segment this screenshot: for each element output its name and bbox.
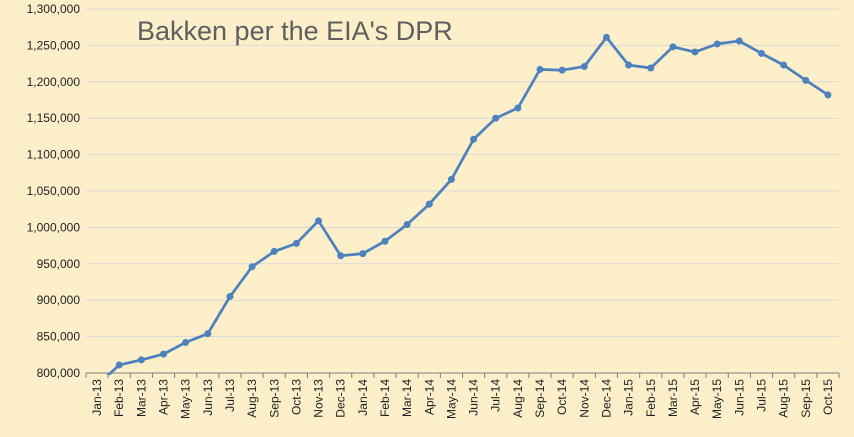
data-point bbox=[248, 263, 256, 271]
x-tick-label: Sep-13 bbox=[267, 379, 281, 418]
y-axis-labels: 800,000 850,000 900,000 950,000 1,000,000 1,0… bbox=[27, 2, 81, 380]
x-tick-label: Aug-15 bbox=[777, 379, 791, 418]
x-tick-label: Mar-14 bbox=[400, 379, 414, 417]
data-point bbox=[182, 338, 190, 346]
data-point bbox=[802, 76, 810, 84]
x-tick-label: Jan-15 bbox=[622, 379, 636, 416]
x-tick-label: Oct-15 bbox=[821, 379, 835, 415]
data-point bbox=[536, 65, 544, 73]
data-point bbox=[292, 239, 300, 247]
data-point bbox=[160, 350, 168, 358]
x-tick-label: Jun-14 bbox=[467, 379, 481, 416]
data-point bbox=[470, 135, 478, 143]
x-tick-label: Jan-14 bbox=[356, 379, 370, 416]
data-point bbox=[270, 247, 278, 255]
data-point bbox=[204, 330, 212, 338]
data-point bbox=[514, 104, 522, 112]
axis-lines bbox=[85, 372, 840, 378]
data-point bbox=[580, 63, 588, 71]
x-tick-label: Apr-15 bbox=[688, 379, 702, 415]
data-point bbox=[625, 61, 633, 69]
x-tick-label: Jun-15 bbox=[732, 379, 746, 416]
x-tick-label: Nov-13 bbox=[312, 379, 326, 418]
x-tick-label: Apr-14 bbox=[422, 379, 436, 415]
data-point bbox=[602, 33, 610, 41]
y-tick-label: 1,050,000 bbox=[27, 184, 81, 198]
data-point bbox=[381, 237, 389, 245]
data-point bbox=[691, 48, 699, 56]
data-point bbox=[315, 217, 323, 225]
x-tick-label: Jun-13 bbox=[201, 379, 215, 416]
x-tick-label: Feb-14 bbox=[378, 379, 392, 417]
y-tick-label: 900,000 bbox=[37, 293, 81, 307]
data-point bbox=[447, 175, 455, 183]
y-tick-label: 1,100,000 bbox=[27, 148, 81, 162]
y-tick-label: 850,000 bbox=[37, 330, 81, 344]
gridlines bbox=[86, 8, 839, 338]
x-tick-label: Jan-13 bbox=[90, 379, 104, 416]
x-tick-label: Jul-13 bbox=[223, 379, 237, 412]
data-point bbox=[115, 361, 123, 369]
x-tick-label: Sep-14 bbox=[533, 379, 547, 418]
x-tick-label: Dec-13 bbox=[334, 379, 348, 418]
data-point bbox=[558, 66, 566, 74]
data-point bbox=[757, 49, 765, 57]
x-axis-labels: Jan-13 Feb-13 Mar-13 Apr-13 May-13 Jun-13 Jul-… bbox=[90, 379, 835, 419]
x-tick-label: Mar-13 bbox=[134, 379, 148, 417]
x-tick-label: Jul-15 bbox=[754, 379, 768, 412]
series-line bbox=[106, 36, 829, 375]
x-tick-label: Dec-14 bbox=[599, 379, 613, 418]
data-point bbox=[735, 37, 743, 45]
x-tick-label: Aug-14 bbox=[511, 379, 525, 418]
data-point bbox=[824, 91, 832, 99]
y-tick-label: 1,250,000 bbox=[27, 38, 81, 52]
data-point bbox=[780, 61, 788, 69]
y-tick-label: 1,150,000 bbox=[27, 111, 81, 125]
x-tick-label: Sep-15 bbox=[799, 379, 813, 418]
x-tick-label: Feb-15 bbox=[644, 379, 658, 417]
x-tick-label: Aug-13 bbox=[245, 379, 259, 418]
x-tick-label: Mar-15 bbox=[666, 379, 680, 417]
y-tick-label: 800,000 bbox=[37, 366, 81, 380]
y-tick-label: 1,300,000 bbox=[27, 2, 81, 16]
x-tick-label: Feb-13 bbox=[112, 379, 126, 417]
data-point bbox=[137, 356, 145, 364]
y-tick-label: 1,200,000 bbox=[27, 75, 81, 89]
data-point bbox=[669, 43, 677, 51]
data-point bbox=[425, 200, 433, 208]
y-tick-label: 950,000 bbox=[37, 257, 81, 271]
data-point bbox=[337, 252, 345, 260]
plot-area bbox=[106, 33, 832, 375]
x-tick-label: Apr-13 bbox=[157, 379, 171, 415]
chart-title: Bakken per the EIA's DPR bbox=[137, 16, 453, 46]
data-point bbox=[226, 293, 234, 301]
data-point bbox=[713, 40, 721, 48]
x-tick-label: May-15 bbox=[710, 379, 724, 419]
x-tick-label: Nov-14 bbox=[577, 379, 591, 418]
data-point bbox=[492, 114, 500, 122]
x-tick-label: May-13 bbox=[179, 379, 193, 419]
x-tick-label: Jul-14 bbox=[489, 379, 503, 412]
x-tick-label: Oct-13 bbox=[289, 379, 303, 415]
x-tick-label: May-14 bbox=[444, 379, 458, 419]
data-point bbox=[647, 64, 655, 72]
y-tick-label: 1,000,000 bbox=[27, 220, 81, 234]
data-point bbox=[359, 250, 367, 258]
x-tick-label: Oct-14 bbox=[555, 379, 569, 415]
data-point bbox=[403, 220, 411, 228]
